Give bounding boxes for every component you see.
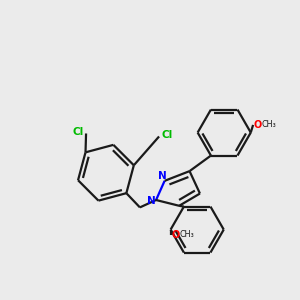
Text: N: N <box>147 196 155 206</box>
Text: Cl: Cl <box>73 127 84 136</box>
Text: N: N <box>158 171 167 181</box>
Text: Cl: Cl <box>161 130 172 140</box>
Text: O: O <box>254 120 262 130</box>
Text: CH₃: CH₃ <box>179 230 194 239</box>
Text: CH₃: CH₃ <box>262 120 277 129</box>
Text: O: O <box>171 230 180 240</box>
